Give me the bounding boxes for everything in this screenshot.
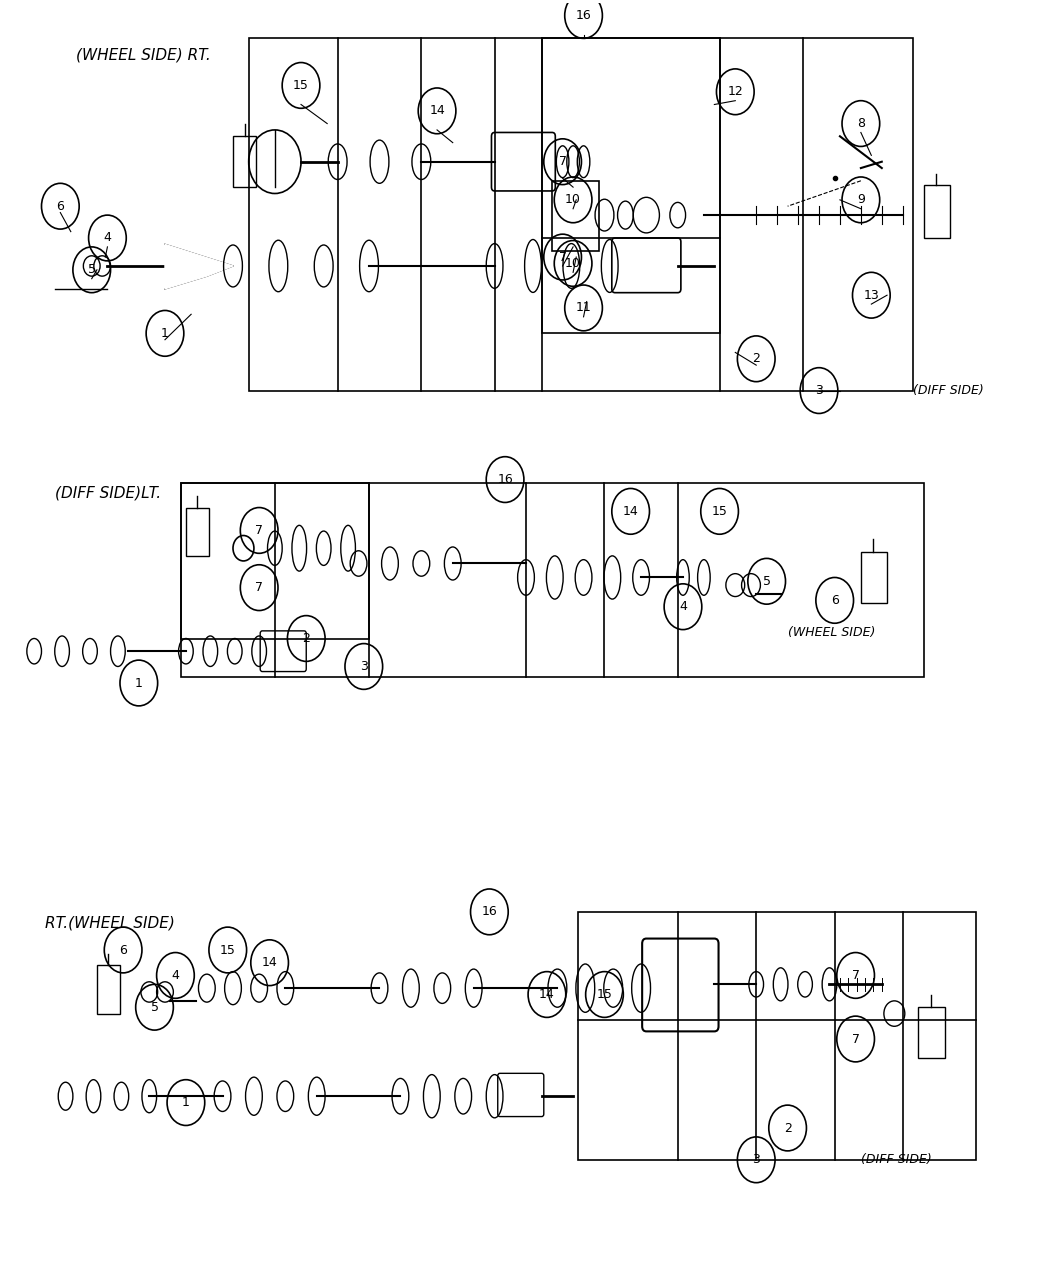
Text: 7: 7 [559, 156, 567, 169]
Bar [248, 38, 913, 391]
Text: (DIFF SIDE): (DIFF SIDE) [913, 384, 984, 397]
Bar [186, 507, 209, 555]
Polygon shape [165, 244, 232, 289]
Text: 8: 8 [857, 117, 865, 130]
Text: 1: 1 [135, 677, 143, 690]
Text: 10: 10 [565, 193, 581, 207]
Bar [924, 185, 950, 238]
Text: 7: 7 [852, 1033, 859, 1046]
Text: 12: 12 [727, 86, 743, 98]
Bar [918, 1008, 945, 1059]
Text: 3: 3 [360, 660, 368, 673]
Bar [232, 137, 256, 188]
Text: 1: 1 [182, 1096, 189, 1110]
Text: 7: 7 [256, 581, 263, 594]
Bar [579, 912, 976, 1160]
Text: 15: 15 [711, 504, 728, 518]
Text: 16: 16 [498, 472, 513, 487]
Text: 1: 1 [161, 327, 169, 340]
Text: 3: 3 [815, 384, 823, 397]
Text: 4: 4 [679, 600, 687, 613]
Text: (WHEEL SIDE) RT.: (WHEEL SIDE) RT. [76, 47, 210, 63]
Bar [181, 484, 924, 677]
Text: 2: 2 [752, 352, 761, 365]
Text: (WHEEL SIDE): (WHEEL SIDE) [788, 626, 875, 638]
Text: 5: 5 [87, 263, 96, 276]
Bar [181, 484, 369, 638]
Text: 15: 15 [596, 988, 612, 1001]
Text: 6: 6 [831, 594, 838, 607]
Text: 14: 14 [262, 956, 278, 969]
Text: 10: 10 [565, 257, 581, 269]
Text: 14: 14 [429, 105, 445, 117]
Text: 5: 5 [763, 575, 771, 587]
Text: 13: 13 [864, 289, 879, 301]
Bar [861, 552, 887, 603]
Bar [97, 965, 120, 1014]
Text: (DIFF SIDE)LT.: (DIFF SIDE)LT. [55, 487, 161, 501]
Text: 2: 2 [302, 632, 310, 645]
Text: 16: 16 [575, 9, 591, 22]
Text: 16: 16 [482, 905, 498, 918]
Text: 6: 6 [119, 944, 127, 956]
Text: 14: 14 [623, 504, 639, 518]
Text: 11: 11 [575, 301, 591, 314]
Text: 15: 15 [220, 944, 236, 956]
Text: 14: 14 [539, 988, 554, 1001]
Text: 2: 2 [784, 1121, 791, 1134]
Bar [552, 181, 600, 250]
Text: 5: 5 [150, 1001, 159, 1014]
Text: RT.(WHEEL SIDE): RT.(WHEEL SIDE) [44, 916, 175, 931]
Text: 4: 4 [103, 231, 112, 244]
Text: 15: 15 [294, 79, 309, 92]
Text: 4: 4 [171, 969, 180, 982]
Text: (DIFF SIDE): (DIFF SIDE) [861, 1153, 932, 1166]
Text: 7: 7 [559, 250, 567, 263]
Bar [542, 38, 720, 333]
Text: 7: 7 [852, 969, 859, 982]
Text: 9: 9 [857, 193, 865, 207]
Text: 7: 7 [256, 524, 263, 536]
Text: 3: 3 [752, 1153, 761, 1166]
Text: 6: 6 [57, 199, 64, 213]
